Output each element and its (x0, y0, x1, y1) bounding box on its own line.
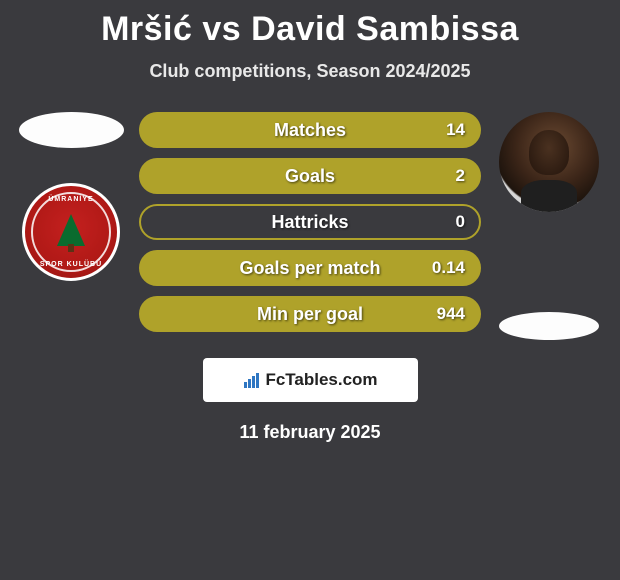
bar-chart-icon (244, 373, 259, 388)
comparison-card: Mršić vs David Sambissa Club competition… (0, 0, 620, 443)
stats-column: Matches 14 Goals 2 Hattricks 0 Goals per match… (139, 112, 481, 332)
brand-label: FcTables.com (265, 370, 377, 390)
stat-row: Min per goal 944 (139, 296, 481, 332)
main-row: ÜMRANİYE SPOR KULÜBÜ Matches 14 Goals 2 Hatt… (0, 112, 620, 340)
stat-value-right: 14 (446, 120, 465, 140)
stat-row: Hattricks 0 (139, 204, 481, 240)
page-subtitle: Club competitions, Season 2024/2025 (0, 61, 620, 82)
stat-label: Min per goal (257, 304, 363, 325)
stat-row: Goals 2 (139, 158, 481, 194)
stat-label: Matches (274, 120, 346, 141)
brand-box[interactable]: FcTables.com (203, 358, 418, 402)
stat-value-right: 0.14 (432, 258, 465, 278)
badge-text-bottom: SPOR KULÜBÜ (40, 261, 102, 268)
left-club-badge: ÜMRANİYE SPOR KULÜBÜ (22, 183, 120, 281)
page-title: Mršić vs David Sambissa (0, 10, 620, 49)
stat-label: Hattricks (271, 212, 348, 233)
right-club-badge-placeholder (499, 312, 599, 340)
left-player-column: ÜMRANİYE SPOR KULÜBÜ (11, 112, 131, 281)
stat-value-right: 944 (437, 304, 465, 324)
right-player-photo (499, 112, 599, 212)
stat-row: Matches 14 (139, 112, 481, 148)
right-player-column (489, 112, 609, 340)
stat-label: Goals per match (239, 258, 380, 279)
stat-row: Goals per match 0.14 (139, 250, 481, 286)
tree-icon (57, 214, 85, 246)
stat-value-right: 2 (456, 166, 465, 186)
stat-label: Goals (285, 166, 335, 187)
badge-text-top: ÜMRANİYE (48, 196, 93, 203)
stat-value-right: 0 (456, 212, 465, 232)
date-label: 11 february 2025 (0, 422, 620, 443)
left-player-photo-placeholder (19, 112, 124, 148)
